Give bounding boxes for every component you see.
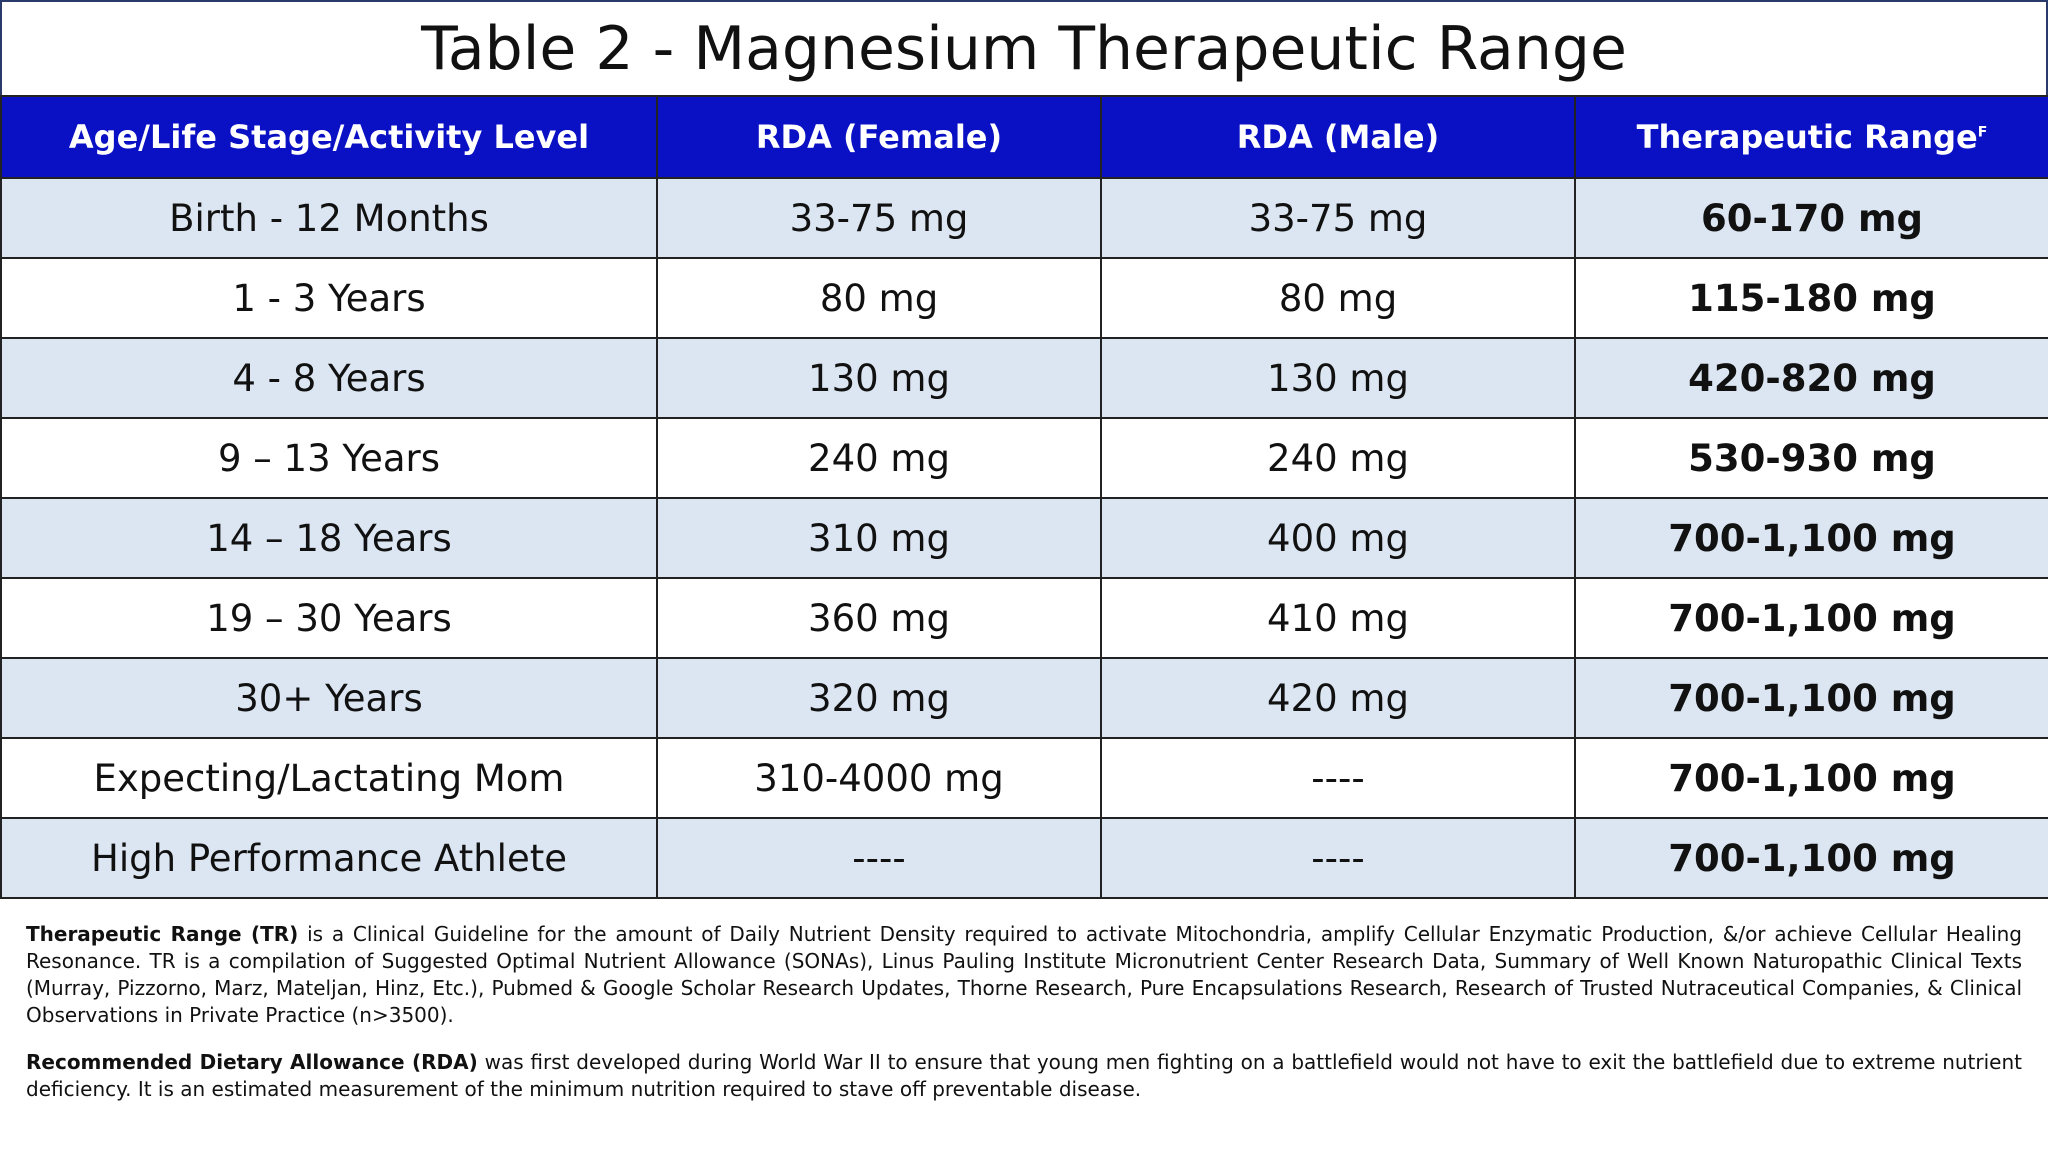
table-cell: ---- <box>1100 817 1576 899</box>
table-cell: 130 mg <box>1100 337 1576 419</box>
note-term: Recommended Dietary Allowance (RDA) <box>26 1050 478 1074</box>
table-cell: ---- <box>656 817 1102 899</box>
table-cell: 4 - 8 Years <box>0 337 658 419</box>
table-cell: 9 – 13 Years <box>0 417 658 499</box>
table-row: Birth - 12 Months 33-75 mg 33-75 mg 60-170 … <box>0 177 2048 259</box>
table-cell: 115-180 mg <box>1574 257 2048 339</box>
table-cell: 310 mg <box>656 497 1102 579</box>
table-cell: 130 mg <box>656 337 1102 419</box>
table-cell: 410 mg <box>1100 577 1576 659</box>
note: Recommended Dietary Allowance (RDA) was … <box>26 1049 2022 1103</box>
table-cell: High Performance Athlete <box>0 817 658 899</box>
table-cell: 240 mg <box>1100 417 1576 499</box>
table-row: 4 - 8 Years 130 mg 130 mg 420-820 mg <box>0 337 2048 419</box>
table-cell: 240 mg <box>656 417 1102 499</box>
table-cell: 700-1,100 mg <box>1574 577 2048 659</box>
table-cell: 33-75 mg <box>1100 177 1576 259</box>
table-cell: Birth - 12 Months <box>0 177 658 259</box>
table-cell: 80 mg <box>1100 257 1576 339</box>
table-row: 19 – 30 Years 360 mg 410 mg 700-1,100 mg <box>0 577 2048 659</box>
table-row: High Performance Athlete ---- ---- 700-1,10… <box>0 817 2048 899</box>
table-cell: 80 mg <box>656 257 1102 339</box>
table-cell: 700-1,100 mg <box>1574 737 2048 819</box>
table-cell: 420-820 mg <box>1574 337 2048 419</box>
column-header-text: RDA (Female) <box>755 118 1003 156</box>
table-cell: 14 – 18 Years <box>0 497 658 579</box>
table-cell: 400 mg <box>1100 497 1576 579</box>
table-cell: 700-1,100 mg <box>1574 497 2048 579</box>
column-header-text: RDA (Male) <box>1236 118 1440 156</box>
note-text: was first developed during World War II … <box>26 1050 2022 1101</box>
title: Table 2 - Magnesium Therapeutic Range <box>0 0 2048 95</box>
table-row: 30+ Years 320 mg 420 mg 700-1,100 mg <box>0 657 2048 739</box>
table-cell: 360 mg <box>656 577 1102 659</box>
table-cell: 320 mg <box>656 657 1102 739</box>
table-row: Expecting/Lactating Mom 310-4000 mg ---- 70… <box>0 737 2048 819</box>
table-cell: 19 – 30 Years <box>0 577 658 659</box>
column-header: Age/Life Stage/Activity Level <box>0 95 658 179</box>
table-row: 9 – 13 Years 240 mg 240 mg 530-930 mg <box>0 417 2048 499</box>
superscript: F <box>1977 124 1988 141</box>
table-cell: 530-930 mg <box>1574 417 2048 499</box>
table-cell: 310-4000 mg <box>656 737 1102 819</box>
column-header: RDA (Female) <box>656 95 1102 179</box>
table-cell: 1 - 3 Years <box>0 257 658 339</box>
table-row: 14 – 18 Years 310 mg 400 mg 700-1,100 mg <box>0 497 2048 579</box>
note: Therapeutic Range (TR) is a Clinical Gui… <box>26 921 2022 1029</box>
table-cell: 60-170 mg <box>1574 177 2048 259</box>
note-term: Therapeutic Range (TR) <box>26 922 299 946</box>
table-cell: 700-1,100 mg <box>1574 817 2048 899</box>
table-cell: ---- <box>1100 737 1576 819</box>
table-cell: 420 mg <box>1100 657 1576 739</box>
table-row: 1 - 3 Years 80 mg 80 mg 115-180 mg <box>0 257 2048 339</box>
column-header-text: Therapeutic Range <box>1636 118 1978 156</box>
table-cell: 700-1,100 mg <box>1574 657 2048 739</box>
notes: Therapeutic Range (TR) is a Clinical Gui… <box>0 899 2048 1103</box>
column-header-text: Age/Life Stage/Activity Level <box>68 118 590 156</box>
note-text: is a Clinical Guideline for the amount o… <box>26 922 2022 1027</box>
table-cell: 30+ Years <box>0 657 658 739</box>
column-header: RDA (Male) <box>1100 95 1576 179</box>
table-cell: Expecting/Lactating Mom <box>0 737 658 819</box>
header-row: Age/Life Stage/Activity Level RDA (Female… <box>0 95 2048 179</box>
column-header: Therapeutic RangeF <box>1574 95 2048 179</box>
table: Age/Life Stage/Activity Level RDA (Female… <box>0 95 2048 899</box>
table-cell: 33-75 mg <box>656 177 1102 259</box>
